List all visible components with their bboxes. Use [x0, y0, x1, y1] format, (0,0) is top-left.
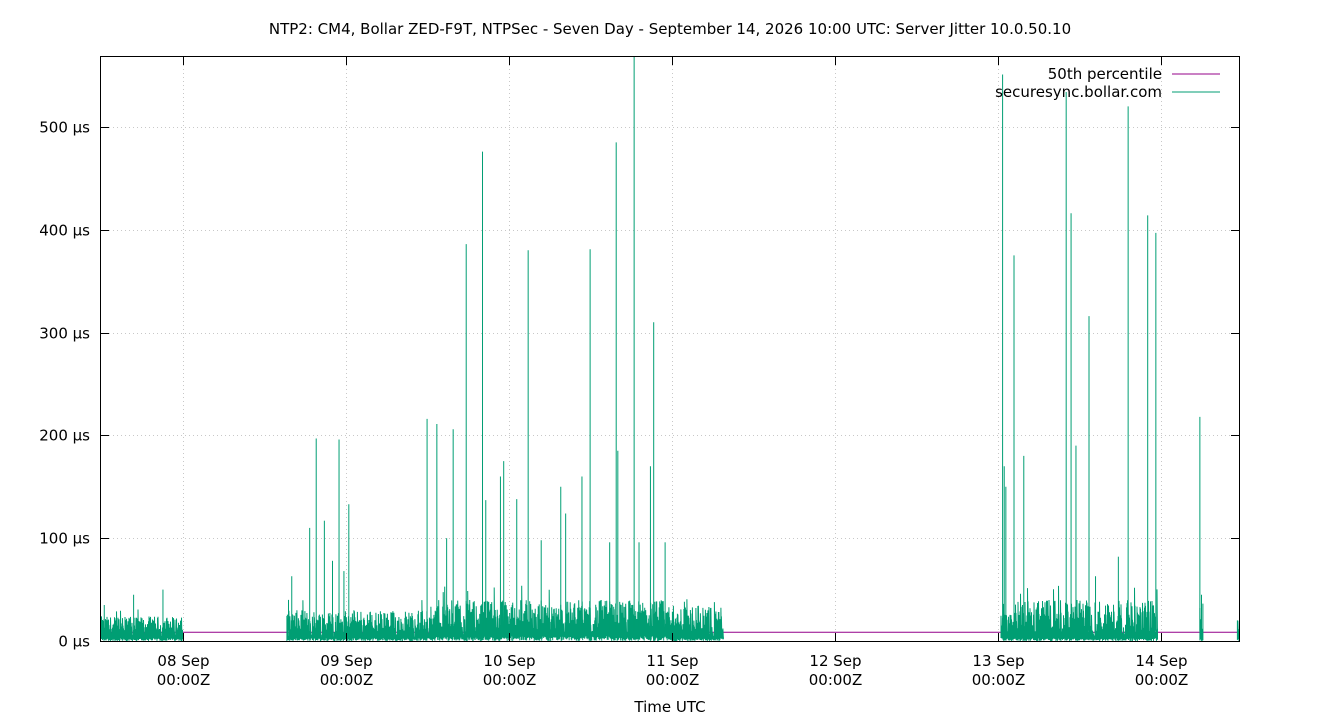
legend-entry-percentile-label: 50th percentile — [1048, 65, 1162, 83]
x-tick-label-time: 00:00Z — [320, 671, 374, 689]
x-tick-label-time: 00:00Z — [646, 671, 700, 689]
jitter-segment — [1199, 603, 1204, 641]
jitter-segment — [667, 599, 724, 641]
jitter-segment — [434, 585, 669, 641]
x-tick-label-date: 13 Sep — [972, 652, 1024, 670]
x-tick-label-date: 14 Sep — [1135, 652, 1187, 670]
legend-entry-securesync-label: securesync.bollar.com — [995, 83, 1162, 101]
jitter-segment — [1236, 620, 1239, 641]
y-tick-label: 500 µs — [39, 119, 90, 137]
y-tick-label: 100 µs — [39, 530, 90, 548]
y-tick-label: 400 µs — [39, 222, 90, 240]
y-tick-label: 200 µs — [39, 427, 90, 445]
x-tick-label-time: 00:00Z — [483, 671, 537, 689]
x-axis-label: Time UTC — [633, 698, 705, 716]
x-tick-label-time: 00:00Z — [1135, 671, 1189, 689]
jitter-segment — [101, 609, 183, 641]
jitter-segment — [286, 600, 436, 641]
x-tick-label-date: 09 Sep — [320, 652, 372, 670]
x-tick-label-date: 10 Sep — [483, 652, 535, 670]
x-tick-label-date: 11 Sep — [646, 652, 698, 670]
x-tick-label-time: 00:00Z — [809, 671, 863, 689]
x-tick-label-date: 08 Sep — [157, 652, 209, 670]
axis-ticks: 0 µs 100 µs 200 µs 300 µs 400 µs 500 µs 08 Sep… — [39, 57, 1239, 689]
x-tick-label-date: 12 Sep — [809, 652, 861, 670]
chart-title: NTP2: CM4, Bollar ZED-F9T, NTPSec - Seve… — [269, 20, 1071, 38]
grid-lines — [101, 57, 1239, 641]
plot-frame — [100, 56, 1240, 642]
y-tick-label: 300 µs — [39, 325, 90, 343]
x-tick-label-time: 00:00Z — [157, 671, 211, 689]
x-tick-label-time: 00:00Z — [972, 671, 1026, 689]
series-area — [101, 57, 1239, 641]
y-tick-label: 0 µs — [58, 633, 90, 651]
jitter-segment — [1000, 585, 1158, 641]
